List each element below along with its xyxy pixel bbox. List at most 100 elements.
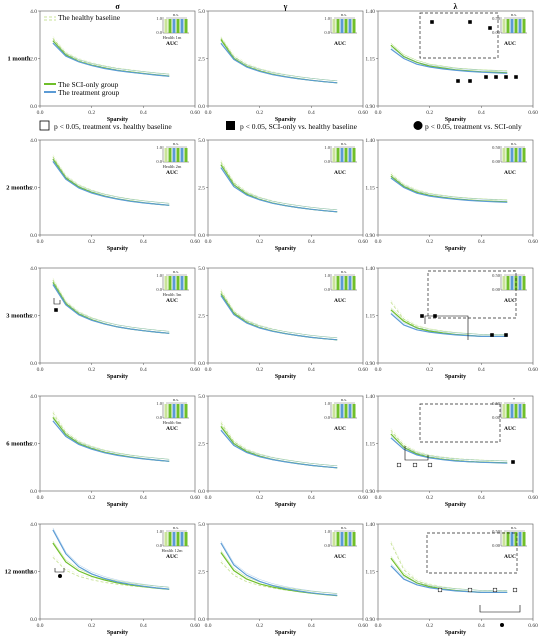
- auc-significance-label: n.s.: [173, 525, 179, 530]
- auc-bar: [176, 532, 180, 546]
- auc-bar: [522, 148, 526, 162]
- series-band-line: [390, 428, 508, 462]
- x-tick-label: 0.4: [140, 239, 147, 245]
- auc-bar: [340, 404, 344, 418]
- series-line-the-treatment-group: [390, 437, 508, 464]
- sig-bracket: [54, 568, 65, 573]
- auc-bar: [502, 276, 506, 290]
- auc-significance-label: n.s.: [511, 12, 517, 17]
- sig-bracket: [424, 315, 469, 340]
- auc-bar: [180, 404, 184, 418]
- legend-filled-square: [226, 121, 235, 130]
- series-line-the-healthy-baseline: [390, 301, 508, 337]
- x-tick-label: 0.0: [205, 495, 212, 501]
- series-band-line: [52, 282, 170, 332]
- x-axis-label: Sparsity: [275, 374, 296, 380]
- series-band-line: [390, 46, 508, 72]
- series-line-the-treatment-group: [220, 295, 338, 341]
- auc-label: AUC: [166, 426, 178, 432]
- series-line-the-treatment-group: [390, 565, 508, 593]
- auc-tick-label: 0.0: [156, 543, 162, 548]
- sig-marker-treat-vs-healthy: [467, 587, 473, 593]
- auc-bar: [510, 276, 514, 290]
- auc-bar: [164, 19, 168, 33]
- auc-bar: [510, 148, 514, 162]
- auc-bar: [164, 276, 168, 290]
- sig-marker-sci-vs-healthy: [430, 20, 434, 24]
- sig-marker-treat-vs-sci: [500, 623, 504, 627]
- series-line-the-treatment-group: [220, 167, 338, 213]
- y-tick-label: 2.5: [198, 186, 205, 192]
- auc-bar: [180, 148, 184, 162]
- x-axis-label: Sparsity: [107, 630, 128, 636]
- series-line-the-treatment-group: [52, 284, 170, 334]
- auc-tick-label: 1.0: [156, 145, 162, 150]
- x-axis-label: Sparsity: [445, 374, 466, 380]
- series-line-the-treatment-group: [220, 42, 338, 84]
- auc-bar: [172, 148, 176, 162]
- row-label-3: 6 months: [6, 441, 32, 448]
- auc-bar: [336, 404, 340, 418]
- y-tick-label: 5.0: [198, 266, 205, 272]
- series-band-line: [220, 424, 338, 467]
- y-tick-label: 1.15: [365, 186, 375, 192]
- y-tick-label: 0.0: [198, 233, 205, 239]
- y-tick-label: 1.40: [365, 266, 375, 272]
- series-band-line: [220, 159, 338, 211]
- x-tick-label: 0.2: [88, 367, 95, 373]
- auc-bar: [344, 276, 348, 290]
- y-tick-label: 1.40: [365, 522, 375, 528]
- x-tick-label: 0.4: [308, 110, 315, 116]
- auc-bar: [336, 148, 340, 162]
- row-label-4: 12 months: [5, 569, 34, 576]
- sig-marker-sci-vs-healthy: [468, 79, 472, 83]
- auc-bar: [336, 276, 340, 290]
- series-line-the-treatment-group: [220, 429, 338, 469]
- auc-bar: [336, 532, 340, 546]
- y-tick-label: 1.40: [365, 138, 375, 144]
- auc-tick-label: 1.0: [156, 16, 162, 21]
- y-tick-label: 4.0: [30, 394, 37, 400]
- series-band-line: [390, 172, 508, 201]
- sig-marker-sci-vs-healthy: [484, 75, 488, 79]
- y-tick-label: 2.5: [198, 570, 205, 576]
- x-tick-label: 0.4: [308, 623, 315, 629]
- series-band-line: [220, 37, 338, 82]
- sig-marker-sci-vs-healthy: [494, 75, 498, 79]
- auc-label: AUC: [504, 298, 516, 304]
- auc-bar: [344, 532, 348, 546]
- auc-bar: [510, 404, 514, 418]
- series-band-line: [220, 36, 338, 82]
- x-tick-label: 0.4: [478, 239, 485, 245]
- y-tick-label: 1.40: [365, 394, 375, 400]
- auc-tick-label: 0.00: [492, 30, 501, 35]
- zoom-inset-box: [427, 270, 517, 319]
- auc-significance-label: n.s.: [173, 141, 179, 146]
- auc-tick-label: 0.0: [156, 30, 162, 35]
- auc-label: AUC: [166, 554, 178, 560]
- auc-bar: [332, 148, 336, 162]
- auc-tick-label: 0.0: [156, 287, 162, 292]
- x-tick-label: 0.60: [528, 110, 538, 116]
- y-tick-label: 2.5: [198, 314, 205, 320]
- auc-significance-label: n.s.: [341, 269, 347, 274]
- auc-bar: [518, 19, 522, 33]
- sig-marker-sci-vs-healthy: [488, 26, 492, 30]
- auc-significance-label: n.s.: [511, 525, 517, 530]
- series-band-line: [220, 420, 338, 467]
- series-band-line: [390, 540, 508, 591]
- auc-bar: [352, 532, 356, 546]
- series-band-line: [52, 154, 170, 204]
- sig-marker-sci-vs-healthy: [504, 333, 508, 337]
- y-tick-label: 2.0: [30, 186, 37, 192]
- y-tick-label: 5.0: [198, 394, 205, 400]
- legend-filled-square-label: p < 0.05, SCI-only vs. healthy baseline: [240, 122, 358, 131]
- x-tick-label: 0.60: [358, 367, 368, 373]
- y-tick-label: 0.0: [30, 361, 37, 367]
- legend-open-square-label: p < 0.05, treatment vs. healthy baseline: [54, 122, 172, 131]
- x-tick-label: 0.2: [256, 239, 263, 245]
- sig-marker-treat-vs-healthy: [396, 462, 402, 468]
- x-axis-label: Sparsity: [107, 117, 128, 123]
- auc-bar: [522, 532, 526, 546]
- auc-bar: [332, 276, 336, 290]
